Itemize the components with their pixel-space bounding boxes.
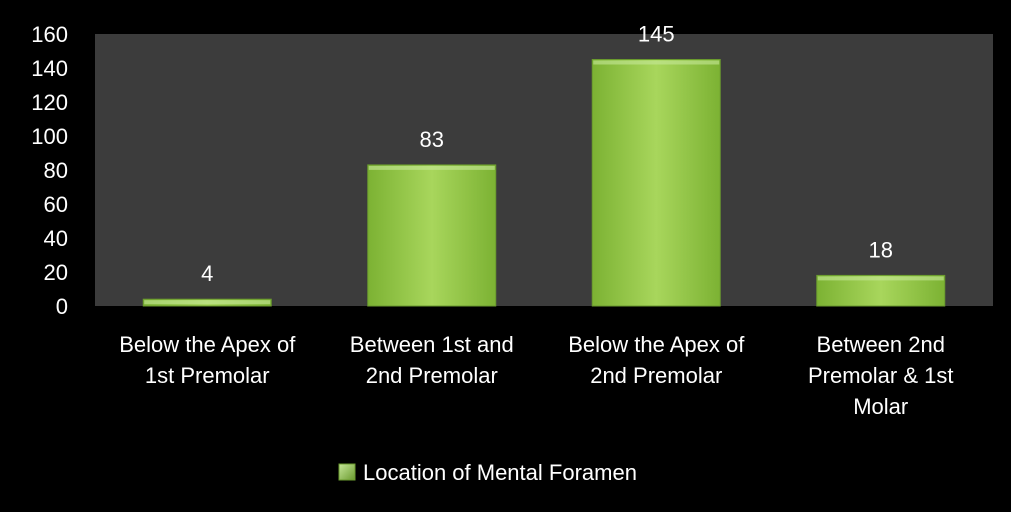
bars bbox=[142, 59, 946, 307]
y-tick-label: 0 bbox=[56, 294, 68, 319]
plot-area bbox=[95, 34, 993, 306]
category-label: Between 2nd Premolar & 1st Molar bbox=[808, 332, 954, 419]
data-labels: 4 83 145 18 bbox=[201, 22, 893, 287]
category-label: Below the Apex of 1st Premolar bbox=[119, 332, 296, 388]
y-tick-label: 140 bbox=[31, 56, 68, 81]
bar bbox=[367, 164, 497, 307]
category-label-line: Molar bbox=[853, 394, 908, 419]
data-label: 83 bbox=[420, 127, 444, 152]
bar bbox=[816, 274, 946, 307]
bar-highlight bbox=[368, 165, 495, 170]
y-tick-label: 160 bbox=[31, 22, 68, 47]
data-label: 145 bbox=[638, 22, 675, 47]
y-tick-label: 120 bbox=[31, 90, 68, 115]
category-label-line: 2nd Premolar bbox=[590, 363, 722, 388]
x-axis: Below the Apex of 1st Premolar Between 1st… bbox=[119, 332, 953, 419]
category-label-line: 1st Premolar bbox=[145, 363, 270, 388]
category-label-line: Between 2nd bbox=[817, 332, 945, 357]
category-label-line: Premolar & 1st bbox=[808, 363, 954, 388]
bar bbox=[591, 59, 721, 307]
category-label: Below the Apex of 2nd Premolar bbox=[568, 332, 745, 388]
data-label: 4 bbox=[201, 261, 213, 286]
legend-label: Location of Mental Foramen bbox=[363, 460, 637, 485]
category-label-line: Below the Apex of bbox=[568, 332, 745, 357]
bar-highlight bbox=[817, 276, 944, 281]
legend-swatch bbox=[338, 463, 356, 481]
category-label-line: Below the Apex of bbox=[119, 332, 296, 357]
y-axis: 0 20 40 60 80 100 120 140 160 bbox=[31, 22, 68, 319]
category-label: Between 1st and 2nd Premolar bbox=[350, 332, 514, 388]
y-tick-label: 60 bbox=[44, 192, 68, 217]
y-tick-label: 20 bbox=[44, 260, 68, 285]
y-tick-label: 100 bbox=[31, 124, 68, 149]
data-label: 18 bbox=[869, 237, 893, 262]
category-label-line: Between 1st and bbox=[350, 332, 514, 357]
legend: Location of Mental Foramen bbox=[338, 460, 637, 485]
bar-highlight bbox=[593, 60, 720, 65]
category-label-line: 2nd Premolar bbox=[366, 363, 498, 388]
y-tick-label: 40 bbox=[44, 226, 68, 251]
bar-highlight bbox=[144, 300, 271, 305]
y-tick-label: 80 bbox=[44, 158, 68, 183]
